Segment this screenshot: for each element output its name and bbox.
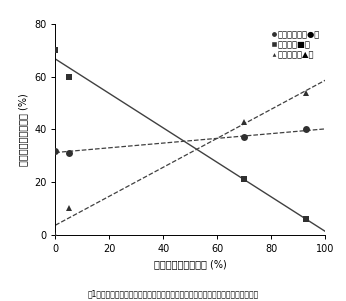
Y-axis label: 代謝性水素の配分率 (%): 代謝性水素の配分率 (%) [18,93,28,166]
Legend: 短鎖脂肪酸（●）, メタン（■）, 水素ガス（▲）: 短鎖脂肪酸（●）, メタン（■）, 水素ガス（▲） [271,28,321,61]
Text: 図1　ルーメン内における代謝性水素の短鎖脂肪酸、メタン、水素ガスへの配分率: 図1 ルーメン内における代謝性水素の短鎖脂肪酸、メタン、水素ガスへの配分率 [88,289,258,298]
X-axis label: メタン産生の減少率 (%): メタン産生の減少率 (%) [154,259,227,269]
